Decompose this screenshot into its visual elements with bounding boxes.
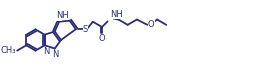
Text: O: O <box>99 34 105 43</box>
Text: NH: NH <box>56 11 69 20</box>
Text: S: S <box>83 25 88 34</box>
Text: N: N <box>43 47 49 56</box>
Text: O: O <box>148 20 155 29</box>
Text: CH₃: CH₃ <box>1 46 16 55</box>
Text: NH: NH <box>111 10 123 19</box>
Text: N: N <box>56 12 62 21</box>
Text: N: N <box>52 50 59 59</box>
